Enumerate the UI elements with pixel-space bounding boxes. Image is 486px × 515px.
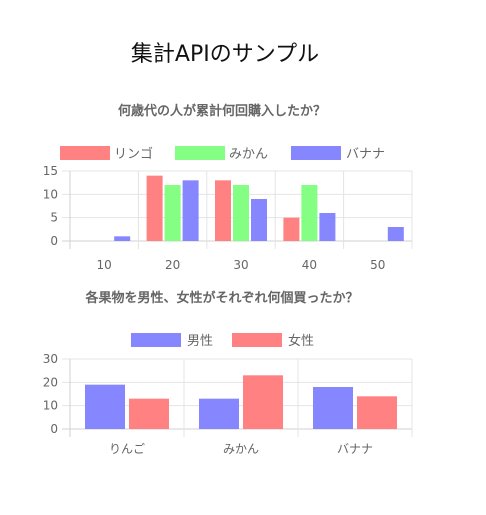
bar-c1-s1-c3[interactable] [301, 185, 318, 241]
x-tick-label: 40 [302, 258, 317, 272]
bar-c1-s2-c4[interactable] [387, 227, 404, 241]
bar-c1-s2-c1[interactable] [182, 180, 199, 241]
chart1-bars [114, 175, 404, 241]
bar-c1-s1-c2[interactable] [233, 185, 249, 241]
chart1-x-axis: 10 20 30 40 50 [97, 258, 386, 272]
bar-c2-s0-c2[interactable] [313, 387, 353, 429]
x-tick-label: バナナ [337, 442, 373, 456]
y-tick-label: 0 [50, 422, 58, 436]
chart-purchases-by-age: 何歳代の人が累計何回購入したか？ リンゴ みかん バナナ 0 5 10 15 10 20 30… [43, 103, 413, 272]
chart2-y-axis: 0 10 20 30 [43, 352, 58, 436]
legend-swatch-0[interactable] [60, 146, 110, 160]
bar-c1-s2-c2[interactable] [251, 199, 267, 241]
x-tick-label: 20 [165, 258, 180, 272]
legend-swatch-0[interactable] [131, 333, 181, 347]
x-tick-label: 30 [233, 258, 248, 272]
chart1-title: 何歳代の人が累計何回購入したか？ [118, 103, 326, 119]
bar-c2-s1-c1[interactable] [243, 375, 283, 429]
y-tick-label: 0 [50, 234, 58, 248]
legend-label-0[interactable]: 男性 [187, 334, 213, 349]
chart2-legend: 男性 女性 [131, 333, 314, 349]
y-tick-label: 5 [50, 211, 58, 225]
y-tick-label: 20 [43, 375, 58, 389]
bar-c1-s2-c0[interactable] [114, 236, 131, 241]
x-tick-label: 50 [370, 258, 385, 272]
chart1-y-axis: 0 5 10 15 [43, 164, 58, 248]
chart1-legend: リンゴ みかん バナナ [60, 146, 385, 162]
y-tick-label: 10 [43, 399, 58, 413]
bar-c2-s0-c1[interactable] [199, 398, 239, 429]
bar-c1-s1-c1[interactable] [164, 185, 181, 241]
bar-c2-s1-c2[interactable] [357, 396, 397, 429]
bar-c2-s0-c0[interactable] [85, 384, 125, 429]
chart2-x-axis: りんご みかん バナナ [109, 441, 373, 456]
page-title: 集計APIのサンプル [130, 42, 320, 67]
bar-c1-s0-c3[interactable] [283, 217, 300, 241]
legend-label-1[interactable]: みかん [229, 147, 268, 162]
chart2-title: 各果物を男性、女性がそれぞれ何個買ったか？ [84, 290, 358, 306]
legend-swatch-2[interactable] [291, 146, 341, 160]
legend-swatch-1[interactable] [175, 146, 225, 160]
chart-purchases-by-gender: 各果物を男性、女性がそれぞれ何個買ったか？ 男性 女性 0 10 20 30 りんご みか… [43, 290, 413, 456]
legend-label-0[interactable]: リンゴ [114, 146, 153, 162]
bar-c1-s2-c3[interactable] [319, 213, 336, 241]
y-tick-label: 10 [43, 187, 58, 201]
chart2-bars [85, 375, 397, 429]
legend-swatch-1[interactable] [232, 333, 282, 347]
x-tick-label: りんご [109, 441, 145, 456]
bar-c2-s1-c0[interactable] [129, 398, 169, 429]
bar-c1-s0-c2[interactable] [215, 180, 231, 241]
x-tick-label: 10 [97, 258, 112, 272]
legend-label-1[interactable]: 女性 [288, 333, 314, 349]
y-tick-label: 30 [43, 352, 58, 366]
bar-c1-s0-c1[interactable] [146, 175, 163, 241]
legend-label-2[interactable]: バナナ [346, 147, 385, 162]
y-tick-label: 15 [43, 164, 58, 178]
x-tick-label: みかん [223, 442, 259, 456]
